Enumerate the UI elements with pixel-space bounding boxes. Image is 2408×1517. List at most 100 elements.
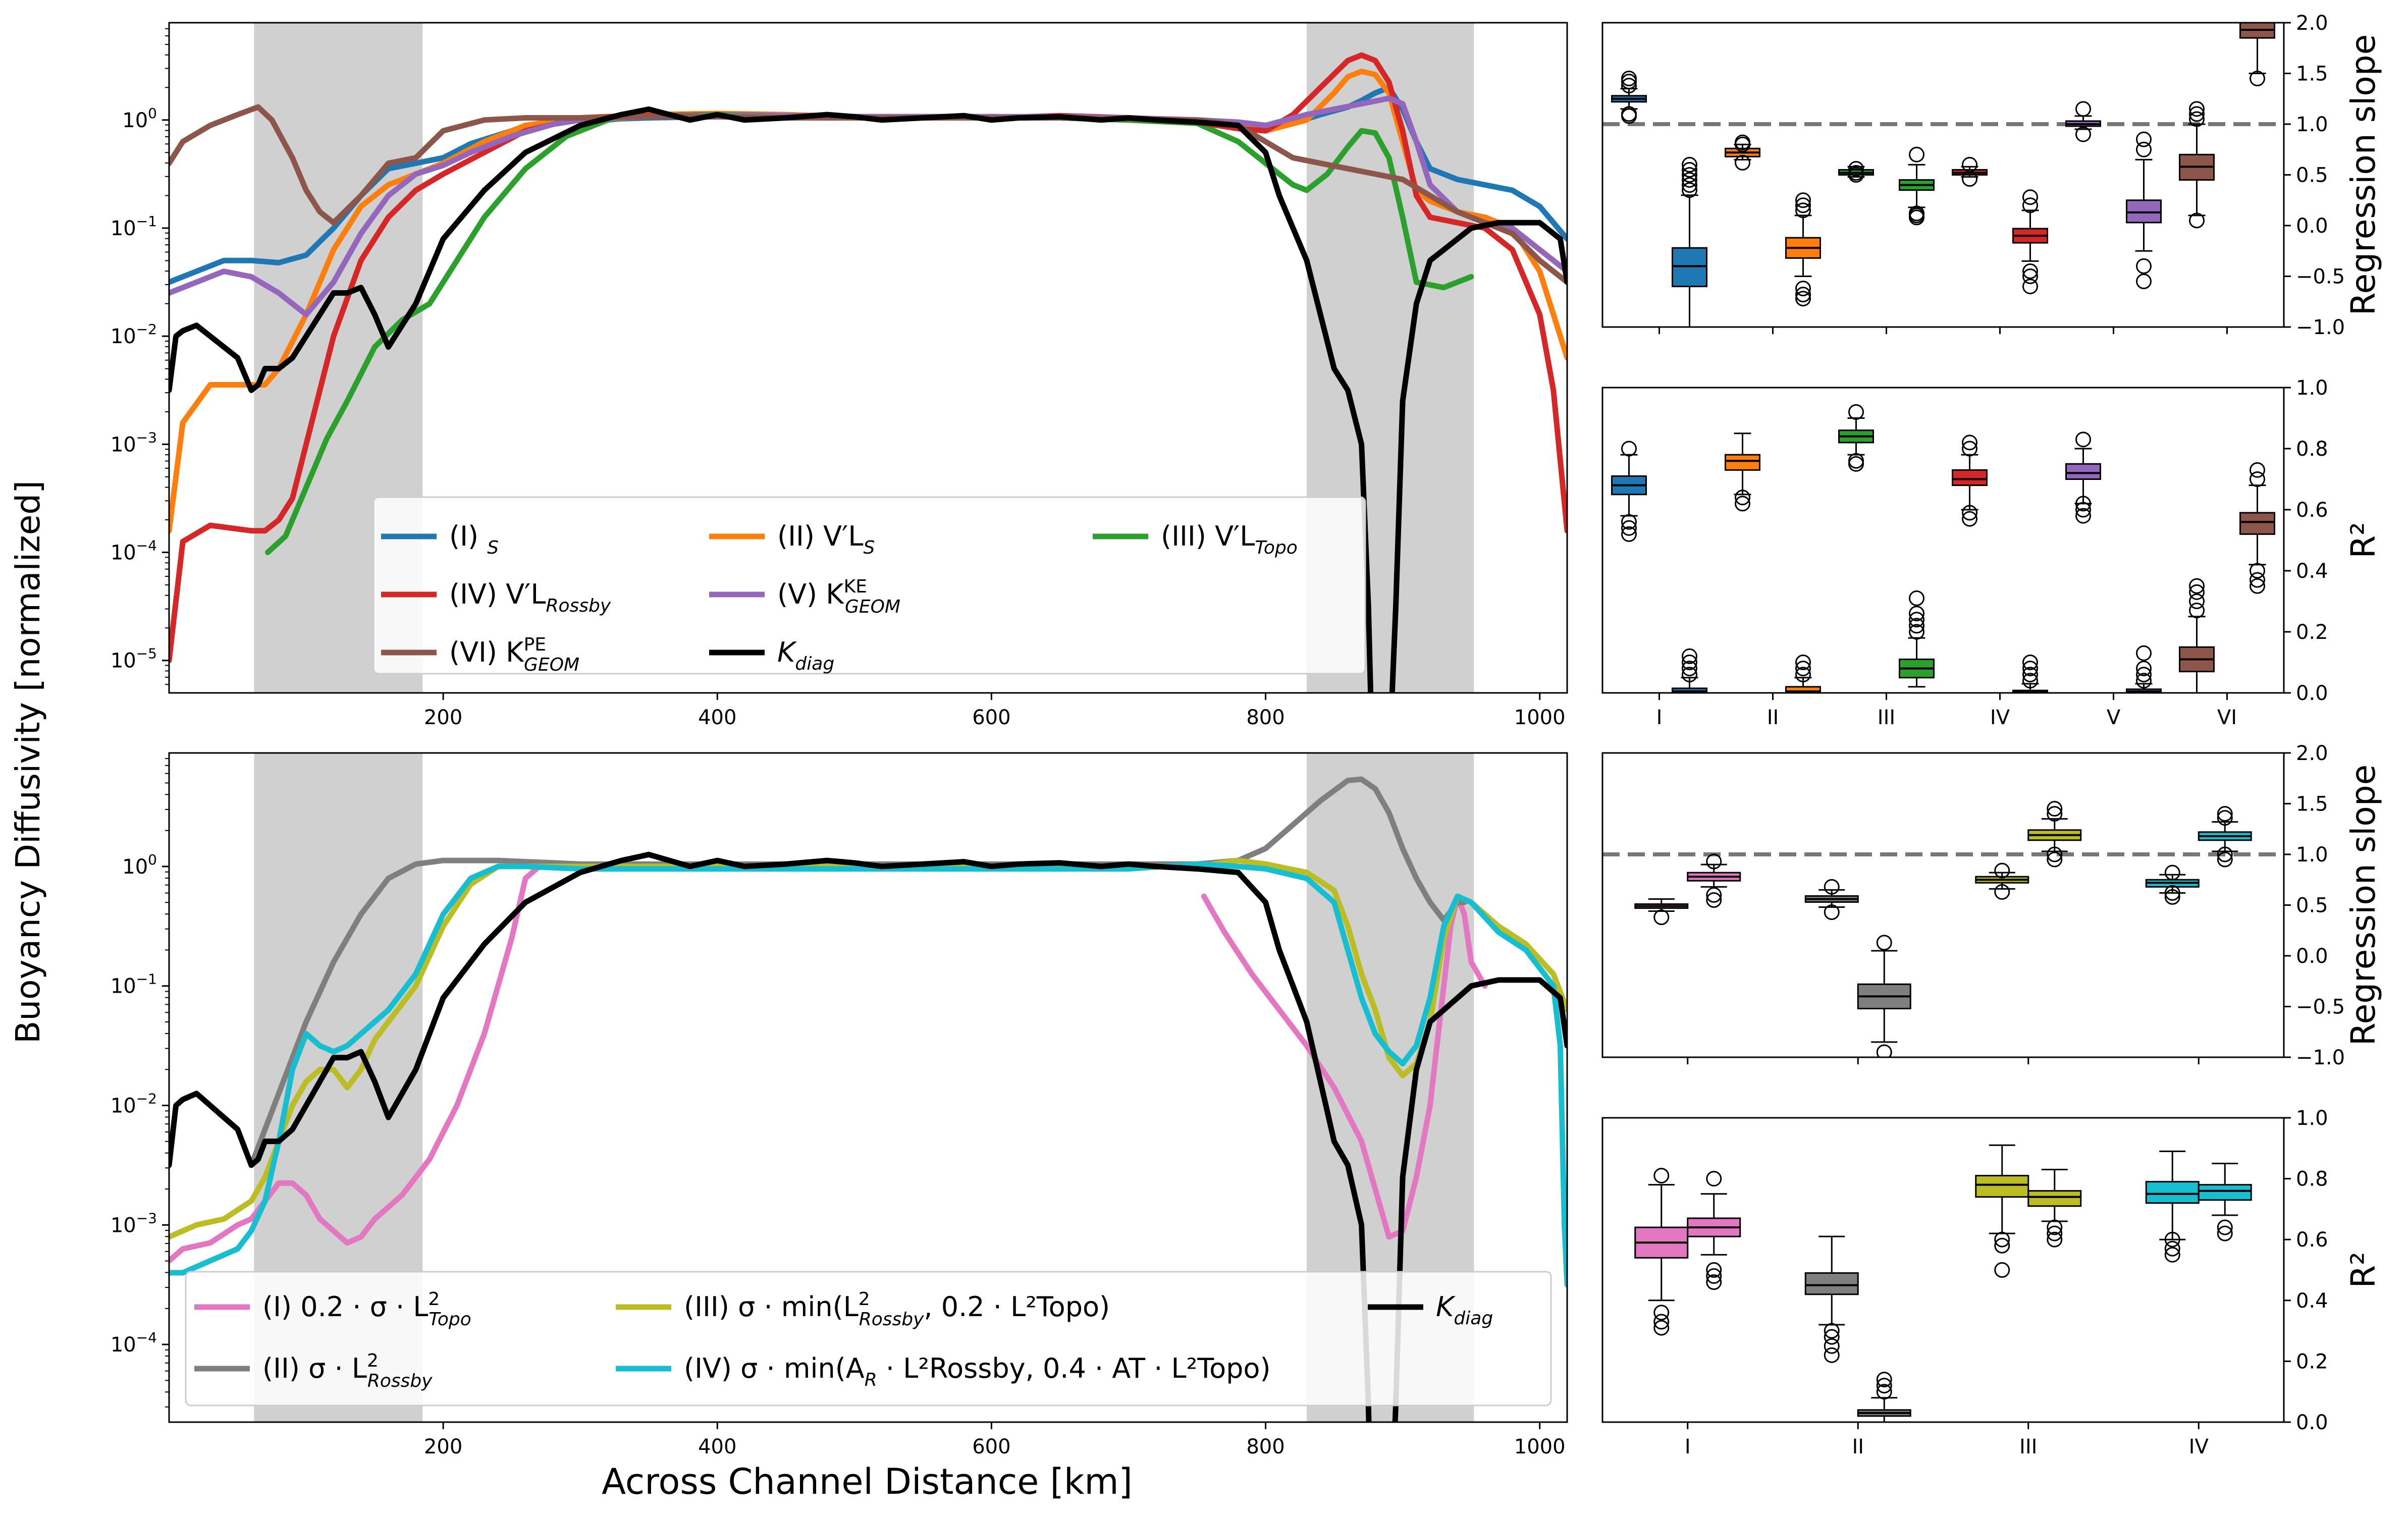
flier xyxy=(1795,661,1811,677)
flier xyxy=(2136,645,2152,661)
y-tick-label: 0.0 xyxy=(2296,214,2328,238)
flier xyxy=(1706,1274,1722,1290)
box-body xyxy=(2239,512,2275,535)
series-line-I xyxy=(169,863,583,1264)
flier xyxy=(1682,167,1697,183)
box-IV-b xyxy=(2198,1162,2252,1241)
axes-frame xyxy=(168,22,1568,694)
flier xyxy=(1876,935,1892,951)
series-line-III xyxy=(265,112,1474,555)
y-axis-label: R² xyxy=(2344,1252,2383,1288)
flier xyxy=(2217,851,2233,868)
flier xyxy=(1682,156,1697,173)
flier xyxy=(1795,197,1811,213)
y-tick-label: 1.0 xyxy=(2296,113,2328,136)
flier xyxy=(2189,212,2205,229)
box-II-a xyxy=(1804,1235,1859,1363)
box-III-b xyxy=(1899,146,1935,226)
flier xyxy=(2217,810,2233,826)
x-tick-label: 600 xyxy=(972,706,1010,729)
box-I-b xyxy=(1672,156,1707,327)
flier xyxy=(2075,496,2091,512)
x-tick-label: 200 xyxy=(424,1435,462,1458)
box-IV-a xyxy=(2145,1150,2200,1263)
x-tick-label: 600 xyxy=(972,1435,1010,1458)
flier xyxy=(1962,435,1977,451)
box-III-b xyxy=(1899,590,1935,688)
x-tick-label: I xyxy=(1656,706,1663,729)
flier xyxy=(1682,182,1697,198)
y-tick-label: 1.5 xyxy=(2296,63,2328,86)
flier xyxy=(1706,1171,1722,1187)
legend-label-V: (V) KKE GEOM xyxy=(777,576,900,617)
y-tick-label: 100 xyxy=(122,851,157,879)
box-body xyxy=(2126,199,2162,224)
flier xyxy=(1824,1338,1840,1354)
flier xyxy=(1824,879,1840,895)
flier xyxy=(1848,456,1864,472)
x-tick-label: II xyxy=(1767,706,1779,729)
y-tick-label: −0.5 xyxy=(2296,996,2345,1019)
axes-frame xyxy=(1601,387,2285,694)
flier xyxy=(1682,648,1697,664)
flier xyxy=(2022,279,2038,295)
flier xyxy=(1735,136,1750,152)
box-II-b xyxy=(1857,935,1911,1057)
flier xyxy=(1795,202,1811,219)
legend-box xyxy=(185,1271,1552,1406)
x-tick-label: I xyxy=(1685,1435,1691,1458)
flier xyxy=(1653,1320,1670,1336)
flier xyxy=(1824,904,1840,920)
flier xyxy=(2164,864,2180,881)
box-VI-b xyxy=(2239,23,2275,87)
box-V-a xyxy=(2065,431,2101,524)
series-line-diag xyxy=(169,851,1567,1422)
flier xyxy=(1682,655,1697,670)
flier xyxy=(2022,263,2038,279)
flier xyxy=(1962,511,1977,527)
y-tick-label: −1.0 xyxy=(2296,1046,2345,1069)
y-tick-label: −1.0 xyxy=(2296,316,2345,339)
flier xyxy=(2250,572,2265,588)
x-tick-label: 800 xyxy=(1246,1435,1285,1458)
flier xyxy=(2189,584,2205,600)
flier xyxy=(1706,887,1722,903)
box-III-b xyxy=(2027,801,2082,868)
plot-area xyxy=(1634,1144,2252,1422)
bottom-slope-panel: −1.0 −0.5 0.0 0.5 1.0 1.5 2.0 Regression slope xyxy=(1601,742,2383,1069)
flier xyxy=(1795,291,1811,307)
flier xyxy=(1653,1305,1670,1321)
y-axis-label: R² xyxy=(2344,522,2383,558)
box-III-a xyxy=(1838,160,1874,183)
flier xyxy=(1876,1372,1892,1388)
flier xyxy=(2047,851,2063,868)
flier xyxy=(2164,885,2180,901)
flier xyxy=(1962,156,1977,173)
flier xyxy=(2022,667,2038,683)
flier xyxy=(2164,1231,2180,1248)
y-tick-label: −0.5 xyxy=(2296,265,2345,289)
box-IV-b xyxy=(2198,806,2252,868)
y-tick-label: 1.0 xyxy=(2296,1107,2328,1130)
flier xyxy=(2136,673,2152,689)
flier xyxy=(1795,281,1811,297)
flier xyxy=(1795,287,1811,303)
y-tick-label: 10−3 xyxy=(111,429,157,456)
flier xyxy=(2136,141,2152,157)
y-tick-label: 1.0 xyxy=(2296,843,2328,866)
flier xyxy=(2250,71,2265,87)
flier xyxy=(1962,505,1977,521)
x-tick-label: IV xyxy=(2189,1435,2209,1458)
legend-label-IV: (IV) σ · min(AR · L²Rossby, 0.4 · AT · L… xyxy=(684,1352,1271,1390)
y-tick-label: 0.0 xyxy=(2296,682,2328,705)
top-line-panel: 200 400 600 800 1000 10−5 10−4 10−3 10−2 10−1 100 (… xyxy=(111,22,1568,729)
x-tick-label: 1000 xyxy=(1514,1435,1566,1458)
box-I-b xyxy=(1672,648,1707,693)
flier xyxy=(2217,806,2233,822)
axes-frame xyxy=(1601,1117,2285,1423)
flier xyxy=(2250,563,2265,579)
flier xyxy=(2189,106,2205,122)
flier xyxy=(1621,71,1637,87)
y-tick-label: 10−3 xyxy=(111,1210,157,1237)
